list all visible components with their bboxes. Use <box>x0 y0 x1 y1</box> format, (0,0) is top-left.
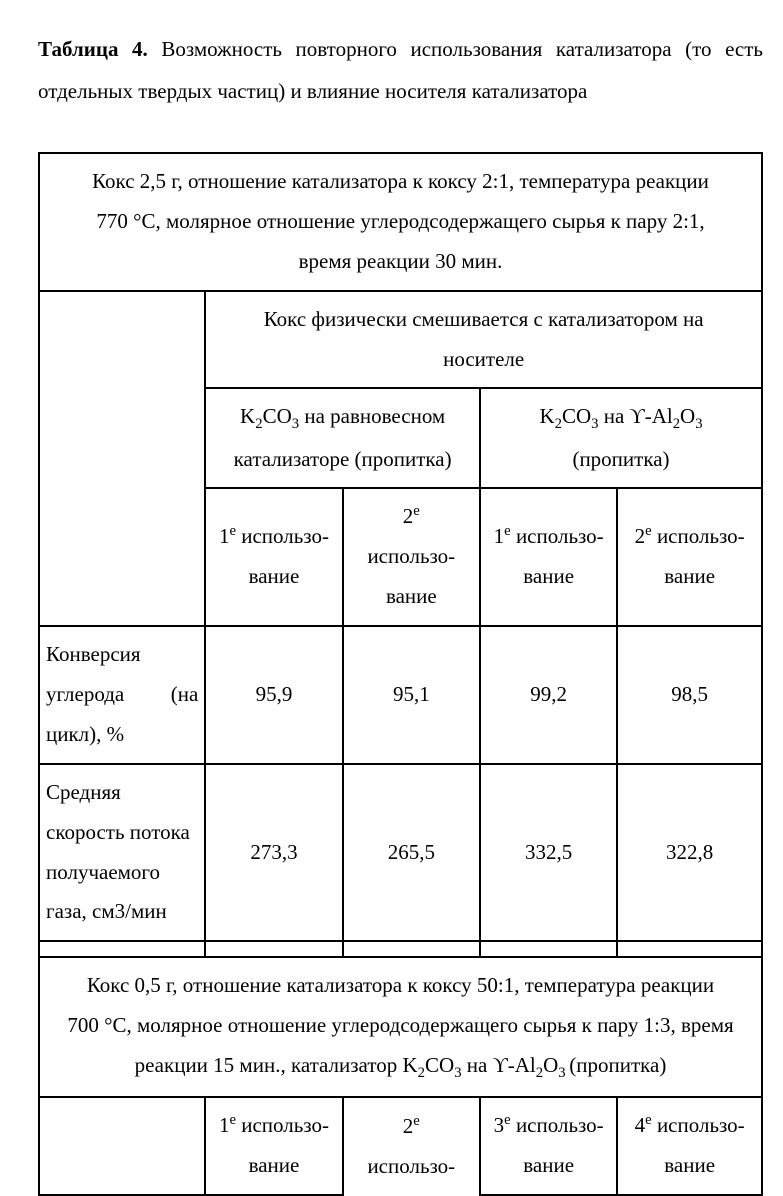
text: катализаторе (пропитка) <box>234 447 452 471</box>
empty-cell <box>39 291 205 626</box>
text: 1 <box>219 524 230 548</box>
text: CO <box>425 1053 454 1077</box>
cell: 322,8 <box>617 764 762 942</box>
text: Кокс 2,5 г, отношение катализатора к кок… <box>92 169 709 193</box>
text: 1 <box>219 1113 230 1137</box>
text: 2 <box>635 524 646 548</box>
text: газа, см3/мин <box>46 899 167 923</box>
use-col-b4: 4е использо- вание <box>617 1097 762 1195</box>
use-col-b3: 3е использо- вание <box>480 1097 617 1195</box>
text: 770 °C, молярное отношение углеродсодерж… <box>96 209 704 233</box>
text: K <box>539 404 554 428</box>
text: использо- <box>652 1113 745 1137</box>
text: 4 <box>635 1113 646 1137</box>
catalyst-1: K2CO3 на равновесном катализаторе (пропи… <box>205 388 480 488</box>
text: 700 °C, молярное отношение углеродсодерж… <box>67 1013 733 1037</box>
text: CO <box>562 404 591 428</box>
spacer-row <box>39 941 762 957</box>
data-table: Кокс 2,5 г, отношение катализатора к кок… <box>38 152 763 1196</box>
text: O <box>543 1053 558 1077</box>
text: использо- <box>367 544 455 568</box>
text: скорость потока <box>46 820 190 844</box>
text: получаемого <box>46 860 160 884</box>
cell: 99,2 <box>480 626 617 764</box>
use-col-2: 2е использо- вание <box>343 488 480 626</box>
text: вание <box>523 1153 574 1177</box>
text: на ϒ-Al <box>462 1053 536 1077</box>
text: вание <box>523 564 574 588</box>
table-row: Средняя скорость потока получаемого газа… <box>39 764 762 942</box>
text: Кокс физически смешивается с катализатор… <box>264 307 704 331</box>
cell: 332,5 <box>480 764 617 942</box>
text: углерода <box>46 675 124 715</box>
conditions-1: Кокс 2,5 г, отношение катализатора к кок… <box>39 153 762 291</box>
text: использо- <box>511 524 604 548</box>
text: использо- <box>236 1113 329 1137</box>
text: 2 <box>403 504 414 528</box>
cell: 265,5 <box>343 764 480 942</box>
row-label-flow: Средняя скорость потока получаемого газа… <box>39 764 205 942</box>
conditions-2: Кокс 0,5 г, отношение катализатора к кок… <box>39 957 762 1097</box>
text: Средняя <box>46 780 121 804</box>
text: вание <box>664 1153 715 1177</box>
cell: 98,5 <box>617 626 762 764</box>
catalyst-2: K2CO3 на ϒ-Al2O3 (пропитка) <box>480 388 762 488</box>
text: K <box>240 404 255 428</box>
table-row: Кокс 0,5 г, отношение катализатора к кок… <box>39 957 762 1097</box>
text: на ϒ-Al <box>598 404 672 428</box>
row-label-conversion: Конверсия углерода (на цикл), % <box>39 626 205 764</box>
table-caption: Таблица 4. Возможность повторного исполь… <box>38 28 763 112</box>
text: носителе <box>443 347 524 371</box>
text: (пропитка) <box>572 447 669 471</box>
text: реакции 15 мин., катализатор K <box>135 1053 418 1077</box>
text: Кокс 0,5 г, отношение катализатора к кок… <box>87 973 714 997</box>
text: 3 <box>494 1113 505 1137</box>
text: использо- <box>236 524 329 548</box>
text: O <box>680 404 695 428</box>
table-row: 1е использо- вание 2е использо- 3е испол… <box>39 1097 762 1195</box>
table-row: Конверсия углерода (на цикл), % 95,9 95,1… <box>39 626 762 764</box>
text: Конверсия <box>46 642 141 666</box>
mix-header: Кокс физически смешивается с катализатор… <box>205 291 762 389</box>
use-col-3: 1е использо- вание <box>480 488 617 626</box>
use-col-b2: 2е использо- <box>343 1097 480 1195</box>
use-col-b1: 1е использо- вание <box>205 1097 342 1195</box>
text: цикл), % <box>46 722 124 746</box>
caption-label: Таблица 4. <box>38 37 148 61</box>
cell: 273,3 <box>205 764 342 942</box>
text: время реакции 30 мин. <box>299 249 503 273</box>
table-row: Кокс 2,5 г, отношение катализатора к кок… <box>39 153 762 291</box>
cell: 95,1 <box>343 626 480 764</box>
text: (на <box>171 675 199 715</box>
empty-cell <box>39 1097 205 1195</box>
text: (пропитка) <box>569 1053 666 1077</box>
text: использо- <box>511 1113 604 1137</box>
text: вание <box>249 1153 300 1177</box>
table-row: Кокс физически смешивается с катализатор… <box>39 291 762 389</box>
text: на равновесном <box>299 404 445 428</box>
use-col-4: 2е использо- вание <box>617 488 762 626</box>
text: вание <box>386 584 437 608</box>
text: использо- <box>367 1154 455 1178</box>
text: 2 <box>403 1114 414 1138</box>
text: вание <box>249 564 300 588</box>
text: вание <box>664 564 715 588</box>
text: CO <box>263 404 292 428</box>
cell: 95,9 <box>205 626 342 764</box>
text: использо- <box>652 524 745 548</box>
text: 1 <box>494 524 505 548</box>
use-col-1: 1е использо- вание <box>205 488 342 626</box>
